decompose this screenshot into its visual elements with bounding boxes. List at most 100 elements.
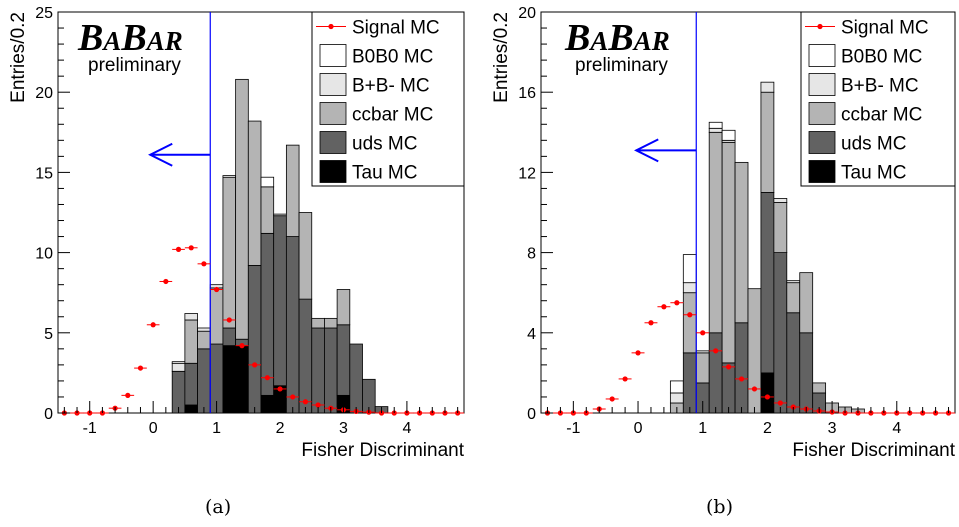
x-tick-label: 4 bbox=[402, 420, 411, 437]
legend-swatch-bpbm bbox=[808, 73, 836, 96]
bar-bpbm bbox=[273, 213, 287, 217]
bar-ccbar bbox=[734, 161, 749, 324]
legend-swatch-tau bbox=[319, 160, 347, 183]
signal-point bbox=[764, 394, 771, 400]
y-tick-label: 10 bbox=[35, 246, 53, 263]
bar-uds bbox=[349, 343, 363, 414]
bar-tau bbox=[235, 345, 249, 414]
bar-ccbar bbox=[324, 317, 338, 329]
bar-ccbar bbox=[812, 382, 827, 394]
legend-label-ccbar: ccbar MC bbox=[841, 105, 922, 126]
legend-box bbox=[800, 11, 956, 187]
y-tick-label: 15 bbox=[35, 165, 53, 182]
bar-uds bbox=[682, 352, 697, 414]
x-tick-label: 0 bbox=[634, 420, 643, 437]
signal-point bbox=[175, 246, 182, 252]
signal-point bbox=[125, 392, 131, 398]
x-tick-label: 2 bbox=[276, 420, 285, 437]
y-tick-label: 20 bbox=[35, 85, 53, 102]
x-axis-label: Fisher Discriminant bbox=[792, 440, 955, 461]
x-axis-label: Fisher Discriminant bbox=[301, 440, 464, 461]
bar-ccbar bbox=[721, 141, 736, 364]
bar-ccbar bbox=[197, 330, 211, 350]
bar-bpbm bbox=[695, 350, 710, 354]
bar-b0b0 bbox=[682, 254, 697, 284]
signal-point bbox=[648, 320, 654, 326]
bar-ccbar bbox=[682, 292, 697, 354]
cut-arrow-head bbox=[148, 142, 173, 167]
bar-bpbm bbox=[669, 392, 684, 404]
y-axis-label: Entries/0.2 bbox=[491, 12, 512, 103]
legend-label-ccbar: ccbar MC bbox=[352, 105, 433, 126]
bar-uds bbox=[336, 324, 351, 396]
bar-uds bbox=[222, 327, 237, 347]
y-tick-label: 5 bbox=[44, 326, 53, 343]
caption-a: (a) bbox=[205, 496, 232, 518]
bar-uds bbox=[786, 312, 801, 414]
legend-label-b0b0: B0B0 MC bbox=[352, 47, 433, 68]
signal-point bbox=[609, 396, 615, 402]
signal-point bbox=[790, 404, 796, 410]
signal-point bbox=[687, 312, 693, 318]
legend-swatch-bpbm bbox=[319, 73, 347, 96]
bar-bpbm bbox=[682, 282, 697, 294]
bar-b0b0 bbox=[721, 129, 736, 141]
bar-uds bbox=[273, 215, 287, 387]
signal-point bbox=[315, 402, 321, 408]
legend-box bbox=[311, 11, 465, 187]
legend-label-signal: Signal MC bbox=[841, 18, 929, 39]
bar-ccbar bbox=[799, 272, 814, 334]
babar-logo-subtitle: preliminary bbox=[88, 55, 181, 76]
legend-label-tau: Tau MC bbox=[841, 163, 906, 184]
babar-logo-text: BABAR bbox=[564, 17, 670, 59]
y-tick-label: 4 bbox=[527, 326, 536, 343]
y-tick-label: 12 bbox=[518, 165, 536, 182]
bar-ccbar bbox=[235, 78, 249, 340]
bar-uds bbox=[734, 322, 749, 414]
signal-point bbox=[150, 322, 156, 328]
cut-arrow-head bbox=[634, 138, 659, 163]
legend-swatch-uds bbox=[319, 131, 347, 154]
bar-uds bbox=[708, 332, 723, 414]
x-tick-label: 1 bbox=[698, 420, 707, 437]
bar-bpbm bbox=[708, 127, 723, 133]
bar-bpbm bbox=[184, 313, 198, 321]
bar-ccbar bbox=[747, 288, 762, 414]
bar-b0b0 bbox=[222, 175, 237, 178]
legend-signal-marker bbox=[817, 23, 823, 30]
signal-point bbox=[201, 261, 207, 267]
bar-uds bbox=[184, 362, 198, 406]
bar-uds bbox=[298, 298, 313, 414]
bar-bpbm bbox=[760, 81, 775, 93]
signal-point bbox=[163, 278, 169, 285]
signal-point bbox=[738, 376, 745, 382]
bar-uds bbox=[721, 362, 736, 414]
x-tick-label: 0 bbox=[149, 420, 158, 437]
signal-point bbox=[239, 343, 245, 349]
signal-point bbox=[213, 286, 220, 293]
bar-tau bbox=[222, 345, 237, 414]
bar-b0b0 bbox=[171, 361, 186, 364]
signal-point bbox=[188, 245, 194, 251]
bar-uds bbox=[773, 252, 788, 414]
y-tick-label: 0 bbox=[527, 406, 536, 423]
legend-swatch-ccbar bbox=[319, 102, 347, 125]
x-tick-label: 4 bbox=[892, 420, 901, 437]
bar-b0b0 bbox=[260, 176, 275, 188]
bar-ccbar bbox=[247, 120, 262, 266]
bar-uds bbox=[260, 232, 275, 396]
bar-ccbar bbox=[222, 176, 237, 329]
x-tick-label: 2 bbox=[763, 420, 772, 437]
caption-b: (b) bbox=[706, 496, 733, 518]
bar-ccbar bbox=[708, 131, 723, 334]
legend: Signal MC B0B0 MC B+B- MC ccbar MC uds MC Tau… bbox=[800, 11, 956, 187]
legend: Signal MC B0B0 MC B+B- MC ccbar MC uds MC Tau… bbox=[311, 11, 465, 187]
babar-logo-text: BABAR bbox=[77, 17, 183, 59]
legend-swatch-b0b0 bbox=[319, 44, 347, 67]
bar-ccbar bbox=[336, 289, 351, 326]
signal-point bbox=[751, 386, 758, 392]
bar-b0b0 bbox=[669, 380, 684, 394]
bar-uds bbox=[197, 348, 211, 414]
signal-point bbox=[700, 330, 706, 336]
